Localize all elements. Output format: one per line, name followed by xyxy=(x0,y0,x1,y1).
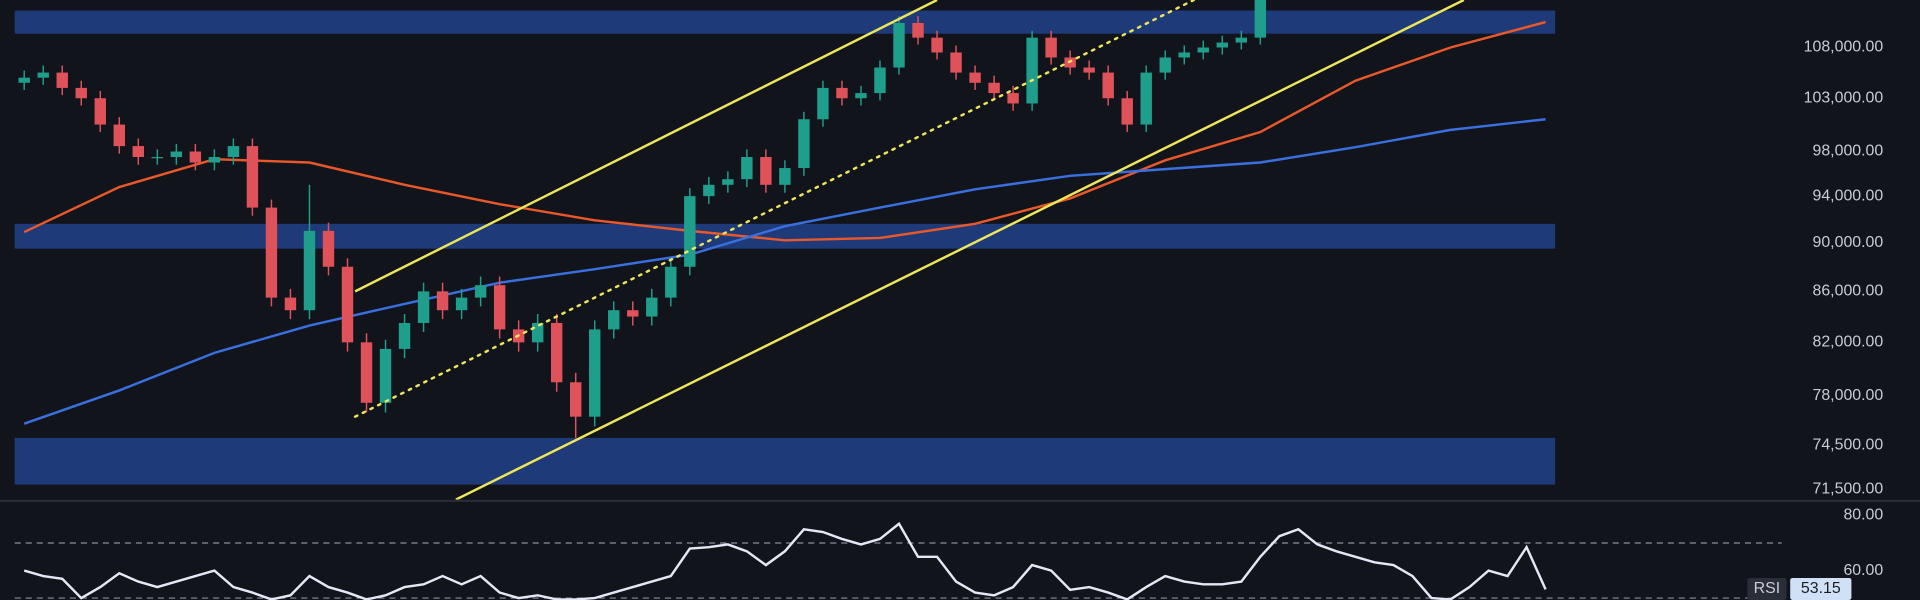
candle-body xyxy=(493,285,506,330)
candle-body xyxy=(341,266,354,343)
y-tick-label: 94,000.00 xyxy=(1812,187,1883,204)
candle-body xyxy=(570,382,582,417)
candle-body xyxy=(1083,67,1095,73)
candle-body xyxy=(950,52,962,73)
candle-body xyxy=(1102,72,1114,99)
candle-body xyxy=(132,146,145,158)
zone xyxy=(14,437,1556,485)
candle-body xyxy=(817,87,829,120)
price-axis: 108,000.00 103,000.00 98,000.00 94,000.00 90… xyxy=(1804,39,1884,579)
candle-body xyxy=(912,23,924,38)
candle-body xyxy=(1026,37,1038,104)
rsi-value-label: 53.15 xyxy=(1801,580,1841,597)
rsi-name: RSI xyxy=(1754,580,1781,597)
candle-body xyxy=(284,297,297,311)
candle-body xyxy=(665,266,677,298)
candle-body xyxy=(37,72,49,78)
candle-body xyxy=(1045,37,1057,58)
candle-body xyxy=(798,119,810,169)
channel-line xyxy=(354,0,938,293)
channel-line xyxy=(353,0,1195,418)
price-panel xyxy=(14,0,1556,500)
candle-body xyxy=(627,310,639,317)
candle-body xyxy=(322,230,335,267)
moving-average xyxy=(23,20,1546,242)
y-tick-label: 103,000.00 xyxy=(1804,89,1884,106)
zone xyxy=(14,223,1556,249)
y-tick-label: 98,000.00 xyxy=(1812,143,1883,160)
candle-body xyxy=(455,297,468,311)
rsi-value-box xyxy=(1790,577,1852,600)
candle-body xyxy=(760,157,772,185)
candle-body xyxy=(703,184,715,197)
candle-body xyxy=(265,207,278,298)
candle-body xyxy=(398,322,411,349)
rsi-name-box xyxy=(1747,577,1787,600)
candle-body xyxy=(246,146,259,208)
candle-body xyxy=(1235,37,1248,43)
candle-body xyxy=(1121,98,1133,125)
candle-body xyxy=(684,196,696,267)
candle-body xyxy=(227,146,240,158)
candle-body xyxy=(360,342,373,403)
y-tick-label: 86,000.00 xyxy=(1812,283,1883,300)
candle-body xyxy=(988,82,1000,94)
candle-body xyxy=(969,72,981,83)
rsi-line xyxy=(23,521,1547,600)
candle-body xyxy=(75,87,87,99)
candle-body xyxy=(1007,93,1019,104)
candle-body xyxy=(1216,42,1229,48)
y-tick-label: 80.00 xyxy=(1843,507,1883,524)
candle-body xyxy=(18,77,30,83)
candle-body xyxy=(1159,57,1171,73)
candle-body xyxy=(94,98,106,125)
candle-body xyxy=(531,322,544,343)
candle-body xyxy=(1254,0,1267,38)
candle-body xyxy=(208,157,221,163)
y-tick-label: 90,000.00 xyxy=(1812,234,1883,251)
y-tick-label: 108,000.00 xyxy=(1804,39,1884,56)
candle-body xyxy=(589,329,601,417)
y-tick-label: 74,500.00 xyxy=(1812,436,1883,453)
candle-body xyxy=(874,67,886,94)
candle-body xyxy=(646,297,658,317)
candle-body xyxy=(722,179,734,185)
candle-body xyxy=(1178,52,1190,58)
candle-body xyxy=(931,37,943,53)
candle-body xyxy=(170,151,183,158)
candle-body xyxy=(113,124,125,147)
rsi-line-group xyxy=(23,521,1547,600)
y-tick-label: 60.00 xyxy=(1843,562,1883,579)
candle-body xyxy=(1140,72,1152,125)
candle-body xyxy=(836,87,848,99)
candle-body xyxy=(855,93,867,99)
candle-body xyxy=(436,291,449,311)
candle-body xyxy=(379,348,392,403)
zone xyxy=(14,10,1556,34)
candle-body xyxy=(474,285,487,298)
candle-body xyxy=(417,291,430,323)
candle-body xyxy=(779,168,791,185)
y-tick-label: 78,000.00 xyxy=(1812,387,1883,404)
rsi-panel: RSI 53.15 xyxy=(14,521,1852,600)
y-tick-label: 71,500.00 xyxy=(1812,480,1883,497)
candle-body xyxy=(550,322,563,383)
candle-body xyxy=(893,23,905,68)
candle-body xyxy=(151,157,164,159)
candle-body xyxy=(56,72,68,88)
candle-body xyxy=(741,157,753,180)
channel-line xyxy=(455,0,1465,500)
moving-average xyxy=(23,118,1546,425)
candle-body xyxy=(608,310,620,330)
candle-body xyxy=(303,230,316,311)
candle-body xyxy=(1197,47,1209,53)
y-tick-label: 82,000.00 xyxy=(1812,334,1883,351)
candle-body xyxy=(189,151,202,163)
